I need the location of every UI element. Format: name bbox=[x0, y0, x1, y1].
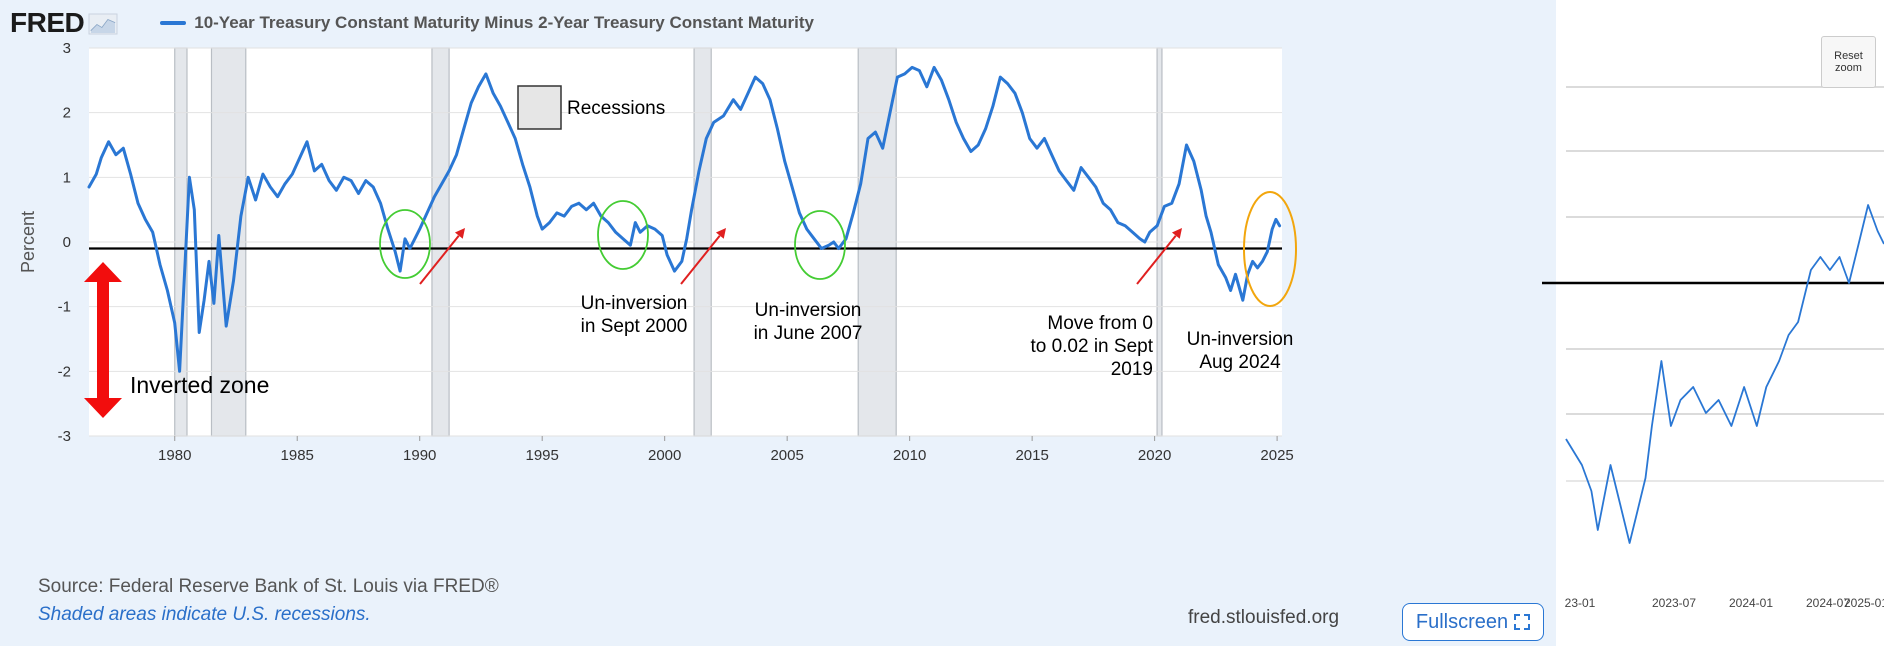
reset-zoom-button[interactable]: Reset zoom bbox=[1821, 36, 1876, 88]
zoom-x-tick-label: 2025-01 bbox=[1844, 596, 1884, 610]
fred-logo[interactable]: FRED bbox=[10, 7, 85, 38]
inverted-zone-arrow bbox=[84, 262, 122, 418]
annotation-text: 2019 bbox=[1111, 359, 1153, 380]
annotation-text: Aug 2024 bbox=[1199, 352, 1281, 373]
zoom-x-tick-label: 2024-01 bbox=[1729, 596, 1773, 610]
zoom-x-tick-label: 2023-07 bbox=[1652, 596, 1696, 610]
x-tick-label: 2010 bbox=[893, 447, 926, 464]
uninversion-circle-1 bbox=[597, 200, 649, 270]
x-tick-label: 1985 bbox=[281, 447, 314, 464]
fullscreen-label: Fullscreen bbox=[1415, 610, 1509, 633]
x-tick-label: 1995 bbox=[526, 447, 559, 464]
annotation-text: Move from 0 bbox=[1047, 313, 1153, 334]
y-tick-label: -1 bbox=[58, 299, 71, 316]
chart-header: FRED 10-Year Treasury Constant Maturity … bbox=[10, 7, 814, 38]
zoomed-chart-panel bbox=[1556, 0, 1884, 646]
recession-legend-swatch bbox=[517, 85, 562, 130]
uninversion-circle-0 bbox=[379, 209, 431, 279]
y-axis-label: Percent bbox=[18, 211, 38, 273]
x-tick-label: 2025 bbox=[1260, 447, 1293, 464]
fullscreen-icon bbox=[1514, 614, 1531, 630]
recession-note: Shaded areas indicate U.S. recessions. bbox=[38, 604, 371, 625]
series-title: 10-Year Treasury Constant Maturity Minus… bbox=[194, 13, 814, 32]
x-tick-label: 1990 bbox=[403, 447, 436, 464]
zoom-x-tick-label: 23-01 bbox=[1565, 596, 1596, 610]
source-text: Source: Federal Reserve Bank of St. Loui… bbox=[38, 576, 499, 597]
inverted-zone-label: Inverted zone bbox=[130, 372, 269, 398]
annotation-text: Un-inversion bbox=[581, 293, 688, 314]
uninversion-circle-2024 bbox=[1243, 191, 1297, 307]
zoom-series-line bbox=[1565, 204, 1884, 544]
x-tick-label: 2005 bbox=[770, 447, 803, 464]
annotation-text: Un-inversion bbox=[755, 300, 862, 321]
x-tick-label: 2015 bbox=[1015, 447, 1048, 464]
x-tick-label: 1980 bbox=[158, 447, 191, 464]
red-arrow-3 bbox=[1136, 228, 1182, 285]
fred-graph-icon bbox=[88, 13, 118, 35]
annotation-text: to 0.02 in Sept bbox=[1030, 336, 1153, 357]
y-tick-label: -3 bbox=[58, 428, 71, 445]
y-tick-label: 3 bbox=[63, 40, 71, 57]
y-tick-label: 0 bbox=[63, 234, 71, 251]
series-legend-swatch bbox=[160, 21, 187, 25]
annotation-text: Un-inversion bbox=[1187, 329, 1294, 350]
annotation-text: in Sept 2000 bbox=[581, 316, 688, 337]
annotation-text: in June 2007 bbox=[754, 323, 863, 344]
recession-legend-label: Recessions bbox=[567, 98, 665, 119]
y-tick-label: 1 bbox=[63, 169, 71, 186]
x-tick-label: 2000 bbox=[648, 447, 681, 464]
zoom-x-tick-label: 2024-07 bbox=[1806, 596, 1850, 610]
fullscreen-button[interactable]: Fullscreen bbox=[1402, 603, 1544, 641]
fred-url[interactable]: fred.stlouisfed.org bbox=[1188, 607, 1340, 628]
spread-series-line bbox=[87, 65, 1282, 373]
x-tick-label: 2020 bbox=[1138, 447, 1171, 464]
uninversion-circle-2 bbox=[794, 210, 846, 280]
y-tick-label: -2 bbox=[58, 363, 71, 380]
y-tick-label: 2 bbox=[63, 105, 71, 122]
red-arrow-1 bbox=[419, 228, 465, 285]
red-arrow-2 bbox=[680, 228, 726, 285]
